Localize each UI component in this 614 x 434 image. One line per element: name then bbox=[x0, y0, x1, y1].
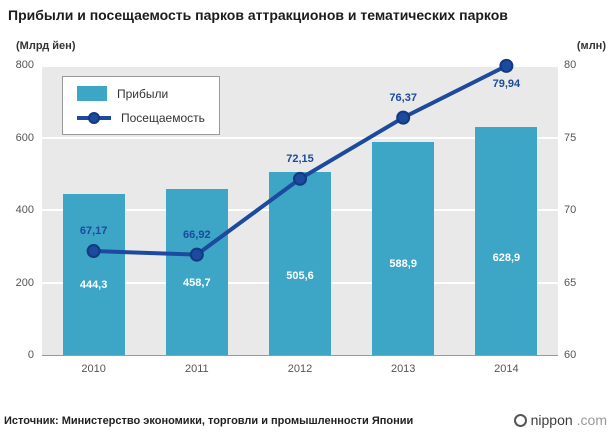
right-axis-unit: (млн) bbox=[576, 40, 606, 52]
line-marker-2011 bbox=[189, 247, 204, 262]
gridline-800 bbox=[42, 65, 558, 67]
line-marker-2012 bbox=[293, 171, 307, 186]
bars-legend-swatch bbox=[77, 86, 107, 101]
bars-group: 444,3 458,7 505,6 588,9 628,9 bbox=[42, 65, 558, 355]
source-text: Источник: Министерство экономики, торгов… bbox=[4, 415, 414, 427]
line-legend-label: Посещаемость bbox=[121, 110, 205, 125]
x-label-2011: 2011 bbox=[184, 363, 209, 375]
line-value-label-2013: 76,37 bbox=[389, 91, 417, 104]
legend-row-line: Посещаемость bbox=[77, 110, 205, 125]
bar-2011: 458,7 bbox=[165, 188, 228, 355]
bar-2012: 505,6 bbox=[269, 171, 331, 355]
logo-nippon-text: nippon bbox=[530, 412, 573, 428]
right-tick-65: 65 bbox=[564, 276, 577, 289]
left-tick-400: 400 bbox=[15, 204, 34, 216]
line-value-label-2011: 66,92 bbox=[183, 228, 211, 241]
line-value-label-2012: 72,15 bbox=[286, 152, 314, 165]
right-tick-80: 80 bbox=[564, 59, 577, 71]
x-label-2013: 2013 bbox=[390, 363, 416, 375]
left-tick-0: 0 bbox=[27, 349, 34, 361]
bars-legend-label: Прибыли bbox=[117, 86, 169, 101]
left-tick-800: 800 bbox=[15, 59, 34, 71]
x-label-2012: 2012 bbox=[287, 363, 313, 375]
left-tick-600: 600 bbox=[15, 131, 34, 144]
bar-value-label-2014: 628,9 bbox=[492, 251, 521, 264]
right-axis-ticks: 60 65 70 75 80 bbox=[564, 59, 608, 361]
bar-value-label-2013: 588,9 bbox=[389, 257, 417, 270]
line-value-label-2014: 79,94 bbox=[492, 77, 521, 90]
bar-value-label-2010: 444,3 bbox=[79, 278, 108, 291]
legend: Прибыли Посещаемость bbox=[62, 76, 220, 135]
left-tick-200: 200 bbox=[15, 276, 34, 289]
bar-2014: 628,9 bbox=[475, 127, 538, 355]
line-marker-2010 bbox=[86, 244, 101, 259]
right-tick-60: 60 bbox=[564, 349, 577, 361]
left-axis-ticks: 0 200 400 600 800 bbox=[0, 59, 34, 361]
attendance-line bbox=[86, 58, 514, 262]
nippon-logo[interactable]: nippon .com bbox=[513, 412, 607, 428]
bar-2013: 588,9 bbox=[372, 141, 435, 355]
right-tick-70: 70 bbox=[564, 204, 577, 216]
line-marker-2013 bbox=[396, 110, 411, 125]
chart-title: Прибыли и посещаемость парков аттракцион… bbox=[8, 7, 508, 23]
line-marker-2014 bbox=[499, 58, 514, 73]
line-legend-marker-icon bbox=[88, 112, 100, 124]
logo-com-text: .com bbox=[576, 412, 607, 428]
x-label-2014: 2014 bbox=[494, 363, 519, 375]
bar-2010: 444,3 bbox=[62, 193, 125, 355]
right-tick-75: 75 bbox=[564, 131, 577, 144]
gridline-600 bbox=[42, 136, 558, 139]
line-value-label-2010: 67,17 bbox=[79, 225, 108, 238]
left-axis-unit: (Млрд йен) bbox=[16, 40, 76, 52]
line-legend-sample bbox=[77, 110, 111, 125]
bar-value-label-2012: 505,6 bbox=[286, 269, 314, 282]
nippon-circle-icon bbox=[513, 413, 527, 427]
legend-row-bars: Прибыли bbox=[77, 86, 205, 101]
plot-area: 444,3 458,7 505,6 588,9 628,9 Прибыли Посеща… bbox=[42, 58, 558, 356]
x-axis-labels: 2010 2011 2012 2013 2014 bbox=[42, 363, 558, 379]
bar-value-label-2011: 458,7 bbox=[183, 276, 211, 289]
x-label-2010: 2010 bbox=[81, 363, 106, 375]
